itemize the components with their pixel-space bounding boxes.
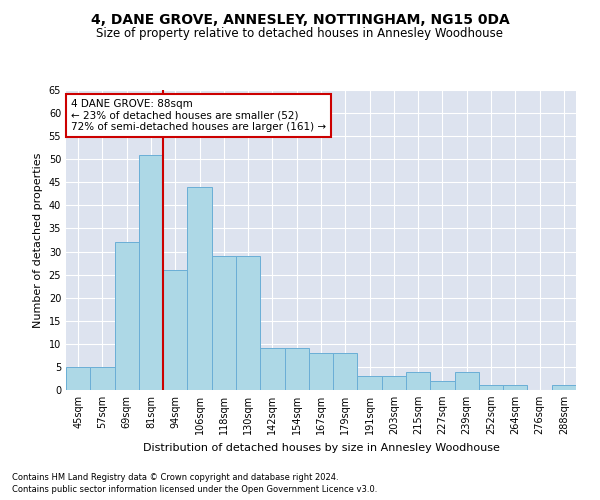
Bar	[66, 367, 90, 390]
Text: 4, DANE GROVE, ANNESLEY, NOTTINGHAM, NG15 0DA: 4, DANE GROVE, ANNESLEY, NOTTINGHAM, NG1…	[91, 12, 509, 26]
Bar	[455, 372, 479, 390]
Bar	[430, 381, 455, 390]
X-axis label: Distribution of detached houses by size in Annesley Woodhouse: Distribution of detached houses by size …	[143, 442, 499, 452]
Bar	[212, 256, 236, 390]
Bar	[260, 348, 284, 390]
Bar	[236, 256, 260, 390]
Bar	[163, 270, 187, 390]
Bar	[284, 348, 309, 390]
Bar	[552, 386, 576, 390]
Bar	[115, 242, 139, 390]
Bar	[382, 376, 406, 390]
Text: Contains HM Land Registry data © Crown copyright and database right 2024.: Contains HM Land Registry data © Crown c…	[12, 472, 338, 482]
Bar	[90, 367, 115, 390]
Bar	[406, 372, 430, 390]
Bar	[309, 353, 333, 390]
Y-axis label: Number of detached properties: Number of detached properties	[33, 152, 43, 328]
Text: Size of property relative to detached houses in Annesley Woodhouse: Size of property relative to detached ho…	[97, 28, 503, 40]
Bar	[479, 386, 503, 390]
Text: Contains public sector information licensed under the Open Government Licence v3: Contains public sector information licen…	[12, 485, 377, 494]
Bar	[503, 386, 527, 390]
Text: 4 DANE GROVE: 88sqm
← 23% of detached houses are smaller (52)
72% of semi-detach: 4 DANE GROVE: 88sqm ← 23% of detached ho…	[71, 99, 326, 132]
Bar	[333, 353, 358, 390]
Bar	[187, 187, 212, 390]
Bar	[139, 154, 163, 390]
Bar	[358, 376, 382, 390]
